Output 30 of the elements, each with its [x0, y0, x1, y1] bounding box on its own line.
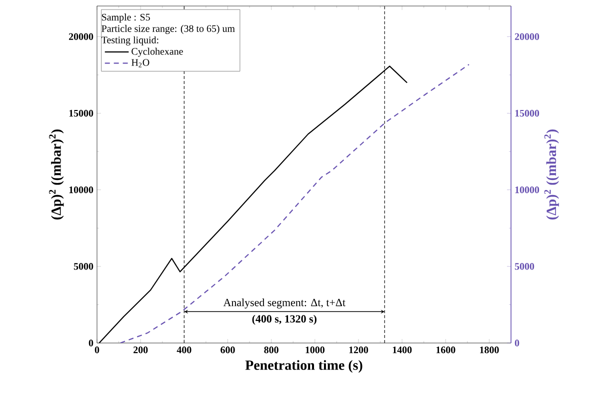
- legend-label: Cyclohexane: [132, 48, 183, 57]
- annotation: Analysed segment: Δt, t+Δt: [223, 298, 346, 308]
- x-axis-title: Penetration time (s): [245, 360, 362, 373]
- y2-tick-label: 15000: [515, 110, 540, 117]
- x-tick-label: 1800: [480, 346, 499, 354]
- x-tick-label: 400: [176, 346, 192, 354]
- y2-tick-label: 20000: [514, 33, 540, 40]
- annotation: Sample : S5: [102, 14, 150, 23]
- y2-axis-title: (Δp)$^{2}$ ((mbar)$^{2}$): [544, 130, 559, 220]
- x-tick-label: 800: [264, 346, 278, 354]
- x-tick-label: 1400: [392, 346, 412, 354]
- legend-label: H$_{2}$O: [132, 59, 150, 68]
- y-tick-label: 15000: [69, 110, 94, 117]
- y-tick-label: 20000: [68, 33, 94, 40]
- y-tick-label: 0: [88, 340, 94, 346]
- y-tick-label: 5000: [74, 263, 94, 270]
- x-tick-label: 1600: [436, 346, 456, 354]
- y-tick-label: 10000: [69, 186, 94, 194]
- x-tick-label: 0: [94, 346, 100, 354]
- x-tick-label: 200: [134, 346, 148, 354]
- y-axis-title: (Δp)$^{2}$ ((mbar)$^{2}$): [49, 130, 64, 220]
- x-tick-label: 600: [220, 346, 235, 354]
- y2-tick-label: 10000: [515, 186, 540, 194]
- x-tick-label: 1200: [349, 346, 368, 354]
- annotation: Particle size range: (38 to 65) um: [102, 24, 235, 34]
- annotation: Testing liquid:: [102, 36, 158, 46]
- y2-tick-label: 5000: [514, 263, 534, 270]
- x-tick-label: 1000: [306, 346, 324, 354]
- y2-tick-label: 0: [514, 340, 520, 346]
- annotation: (400 s, 1320 s): [252, 314, 316, 325]
